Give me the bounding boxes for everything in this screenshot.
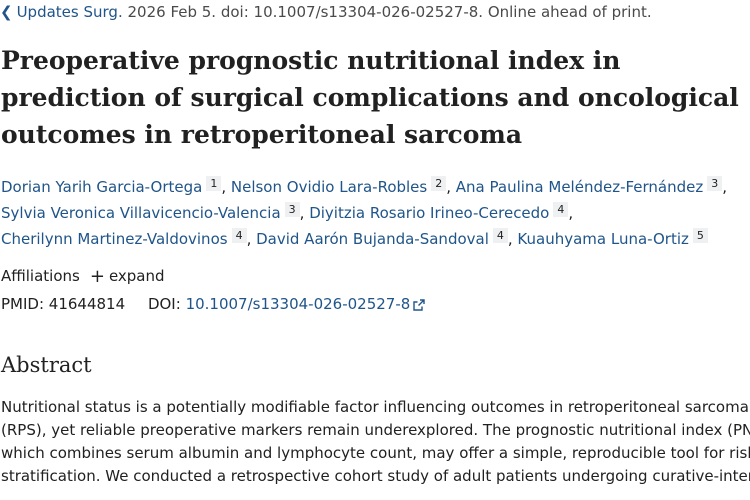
- plus-icon[interactable]: +: [89, 266, 105, 287]
- expand-toggle[interactable]: + expand: [80, 266, 165, 287]
- expand-label[interactable]: expand: [108, 267, 165, 285]
- pmid-value: 41644814: [48, 295, 126, 313]
- author-link[interactable]: Ana Paulina Meléndez-Fernández 3: [455, 176, 723, 196]
- doi-link[interactable]: 10.1007/s13304-026-02527-8: [186, 295, 426, 313]
- author-link[interactable]: Diyitzia Rosario Irineo-Cerecedo 4: [309, 202, 569, 222]
- abstract-body: Nutritional status is a potentially modi…: [1, 396, 750, 488]
- author-name[interactable]: Kuauhyama Luna-Ortiz: [517, 230, 689, 248]
- abstract-line: (RPS), yet reliable preoperative markers…: [1, 421, 750, 439]
- doi-label: DOI:: [147, 295, 181, 313]
- affiliation-badge[interactable]: 4: [553, 202, 569, 217]
- author-link[interactable]: Nelson Ovidio Lara-Robles 2: [230, 176, 447, 196]
- author-name[interactable]: Ana Paulina Meléndez-Fernández: [455, 178, 704, 196]
- affiliations-row: Affiliations + expand: [1, 266, 165, 287]
- abstract-line: which combines serum albumin and lymphoc…: [1, 444, 750, 462]
- external-link-icon[interactable]: [413, 299, 426, 311]
- author-link[interactable]: David Aarón Bujanda-Sandoval 4: [256, 228, 508, 248]
- author-name[interactable]: Cherilynn Martinez-Valdovinos: [1, 230, 228, 248]
- citation-line: ❮ Updates Surg. 2026 Feb 5. doi: 10.1007/…: [0, 3, 652, 21]
- affiliation-badge[interactable]: 3: [707, 176, 723, 191]
- affiliation-badge[interactable]: 2: [431, 176, 447, 191]
- affiliation-badge[interactable]: 5: [692, 228, 708, 243]
- author-link[interactable]: Sylvia Veronica Villavicencio-Valencia 3: [1, 202, 300, 222]
- author-link[interactable]: Cherilynn Martinez-Valdovinos 4: [1, 228, 247, 248]
- affiliation-badge[interactable]: 1: [206, 176, 222, 191]
- affiliation-badge[interactable]: 4: [492, 228, 508, 243]
- identifiers-row: PMID: 41644814 DOI: 10.1007/s13304-026-0…: [1, 295, 426, 313]
- author-name[interactable]: Nelson Ovidio Lara-Robles: [230, 178, 428, 196]
- title-line-2: prediction of surgical complications and…: [1, 83, 739, 112]
- abstract-line: stratification. We conducted a retrospec…: [1, 467, 750, 485]
- article-title: Preoperative prognostic nutritional inde…: [1, 42, 749, 153]
- abstract-heading: Abstract: [1, 353, 92, 377]
- abstract-line: Nutritional status is a potentially modi…: [1, 398, 749, 416]
- title-line-1: Preoperative prognostic nutritional inde…: [1, 46, 621, 75]
- title-line-3: outcomes in retroperitoneal sarcoma: [1, 120, 523, 149]
- author-name[interactable]: Dorian Yarih Garcia-Ortega: [1, 178, 203, 196]
- author-list: Dorian Yarih Garcia-Ortega 1, Nelson Ovid…: [1, 176, 728, 248]
- author-link[interactable]: Kuauhyama Luna-Ortiz 5: [517, 228, 708, 248]
- journal-link[interactable]: Updates Surg.: [16, 3, 123, 21]
- author-name[interactable]: Sylvia Veronica Villavicencio-Valencia: [1, 204, 281, 222]
- pmid-label: PMID:: [1, 295, 45, 313]
- author-name[interactable]: David Aarón Bujanda-Sandoval: [256, 230, 489, 248]
- citation-details: 2026 Feb 5. doi: 10.1007/s13304-026-0252…: [127, 3, 652, 21]
- chevron-left-icon[interactable]: ❮: [0, 3, 13, 21]
- affiliations-label: Affiliations: [1, 267, 80, 285]
- doi-value[interactable]: 10.1007/s13304-026-02527-8: [185, 295, 411, 313]
- author-link[interactable]: Dorian Yarih Garcia-Ortega 1: [1, 176, 222, 196]
- affiliation-badge[interactable]: 4: [231, 228, 247, 243]
- author-name[interactable]: Diyitzia Rosario Irineo-Cerecedo: [309, 204, 550, 222]
- affiliation-badge[interactable]: 3: [284, 202, 300, 217]
